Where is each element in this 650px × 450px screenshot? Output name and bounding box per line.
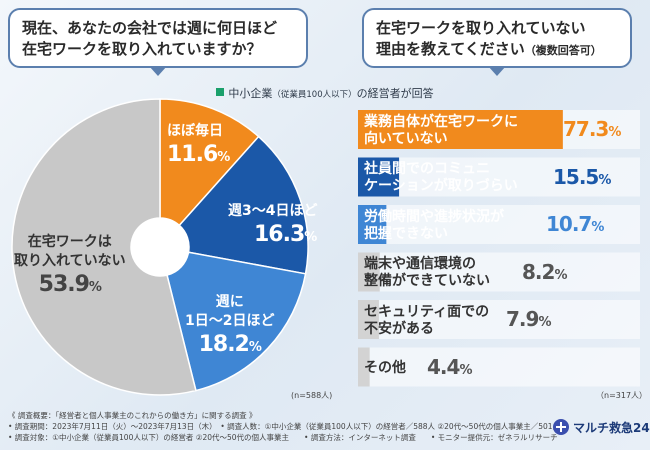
footer-line1: 《 調査概要：「経営者と個人事業主のこれからの働き方」に関する調査 》	[8, 411, 257, 420]
bar-label-1-line2: ケーションが取りづらい	[364, 178, 518, 194]
question-right-box: 在宅ワークを取り入れていない 理由を教えてください（複数回答可）	[362, 8, 632, 76]
bar-value-5-number: 4.4	[427, 354, 460, 379]
bar-label-1: 社員間でのコミュニ ケーションが取りづらい	[364, 161, 518, 195]
bar-unit: %	[459, 362, 472, 378]
bar-value-5: 4.4%	[427, 354, 472, 379]
bar-value-2-number: 10.7	[546, 212, 592, 236]
question-right-line1: 在宅ワークを取り入れていない	[376, 19, 586, 37]
pie-value-3-4: 16.3	[254, 222, 305, 247]
respondent-label: 中小企業（従業員100人以下）の経営者が回答	[0, 85, 650, 101]
footer-line3: • 調査対象：①中小企業（従業員100人以下）の経営者 ②20代〜50代の個人事…	[8, 433, 558, 442]
bar-label-2-line2: 把握できない	[364, 225, 448, 242]
question-left-line2: 在宅ワークを取り入れていますか？	[22, 40, 262, 58]
respondent-type: 中小企業	[228, 87, 273, 100]
bar-label-5-line1: その他	[364, 359, 406, 376]
question-left-line1: 現在、あなたの会社では週に何日ほど	[22, 19, 278, 37]
brand-logo-text: マルチ救急24	[573, 420, 650, 435]
pie-n-label: (n=588人)	[291, 391, 333, 400]
bar-value-1: 15.5%	[553, 164, 611, 189]
bar-label-3-line1: 端末や通信環境の	[364, 256, 476, 272]
bar-label-3: 端末や通信環境の 整備ができていない	[364, 256, 490, 290]
pie-unit: %	[304, 230, 317, 245]
bar-0	[358, 110, 563, 149]
bar-1	[358, 157, 400, 197]
bar-4	[358, 300, 379, 339]
pie-label-1-2-line2: 1日〜2日ほど	[185, 313, 275, 329]
bar-5	[358, 347, 370, 387]
pie-value-daily: 11.6	[167, 142, 218, 167]
bar-label-4-line2: 不安がある	[364, 320, 434, 337]
bar-label-3-line2: 整備ができていない	[364, 273, 490, 289]
bar-n-label: （n=317人）	[596, 391, 648, 400]
bar-label-0-line1: 業務自体が在宅ワークに	[364, 113, 518, 130]
pie-unit: %	[248, 340, 262, 355]
bar-label-4: セキュリティ面での 不安がある	[364, 304, 489, 338]
footer-line2: • 調査期間：2023年7月11日（火）〜2023年7月13日（木） • 調査人…	[8, 422, 561, 431]
bar-band-4	[358, 300, 640, 339]
pie-label-3-4-name: 週3〜4日ほど	[228, 203, 318, 219]
bar-unit: %	[608, 125, 621, 140]
green-square-icon	[216, 88, 225, 96]
bar-label-5: その他	[364, 360, 406, 377]
pie-unit: %	[217, 150, 230, 165]
question-right-line2: 理由を教えてください	[376, 40, 525, 58]
bar-label-0: 業務自体が在宅ワークに 向いていない	[364, 114, 518, 148]
bar-unit: %	[591, 220, 604, 235]
question-left-box: 現在、あなたの会社では週に何日ほど 在宅ワークを取り入れていますか？	[8, 8, 308, 76]
pie-label-3-4: 週3〜4日ほど 16.3%	[228, 202, 317, 252]
pie-center-hole	[131, 218, 189, 276]
bar-band-5	[358, 347, 640, 387]
bar-value-3-number: 8.2	[522, 259, 555, 284]
pie-label-daily-name: ほぼ毎日	[167, 123, 223, 139]
bar-label-4-line1: セキュリティ面での	[364, 303, 490, 320]
bar-value-4: 7.9%	[506, 307, 551, 331]
cross-logo-icon	[553, 419, 569, 435]
bar-unit: %	[598, 172, 611, 188]
respondent-suffix: の経営者が回答	[356, 87, 434, 100]
bar-unit: %	[538, 315, 551, 330]
bar-3	[358, 252, 380, 292]
bar-band-2	[358, 205, 640, 244]
bar-value-2: 10.7%	[546, 212, 604, 236]
bar-value-1-number: 15.5	[553, 164, 599, 189]
pie-label-none: 在宅ワークは 取り入れていない 53.9%	[14, 233, 126, 302]
pie-label-daily: ほぼ毎日 11.6%	[167, 122, 230, 172]
bar-value-4-number: 7.9	[506, 307, 539, 331]
bar-label-2-line1: 労働時間や進捗状況が	[364, 208, 504, 225]
question-right-note: （複数回答可）	[524, 44, 602, 57]
brand-logo: マルチ救急24	[553, 418, 650, 436]
bar-value-0-number: 77.3	[563, 117, 609, 141]
survey-footer: 《 調査概要：「経営者と個人事業主のこれからの働き方」に関する調査 》 • 調査…	[8, 410, 560, 443]
respondent-sub: （従業員100人以下）	[272, 90, 357, 100]
bar-label-1-line1: 社員間でのコミュニ	[364, 161, 490, 177]
pie-label-none-line2: 取り入れていない	[14, 253, 126, 269]
pie-label-1-2: 週に 1日〜2日ほど 18.2%	[185, 293, 274, 362]
pie-value-1-2: 18.2	[198, 332, 250, 357]
pie-unit: %	[88, 280, 102, 295]
bar-label-0-line2: 向いていない	[364, 130, 448, 147]
bar-value-0: 77.3%	[563, 117, 621, 141]
bar-band-1	[358, 157, 640, 197]
pie-value-none: 53.9	[38, 272, 90, 297]
pie-label-1-2-line1: 週に	[215, 294, 244, 310]
bar-label-2: 労働時間や進捗状況が 把握できない	[364, 209, 504, 243]
bar-2	[358, 205, 387, 244]
bar-band-3	[358, 252, 640, 292]
bar-unit: %	[554, 267, 567, 283]
pie-label-none-line1: 在宅ワークは	[27, 234, 112, 250]
bar-value-3: 8.2%	[522, 259, 567, 284]
